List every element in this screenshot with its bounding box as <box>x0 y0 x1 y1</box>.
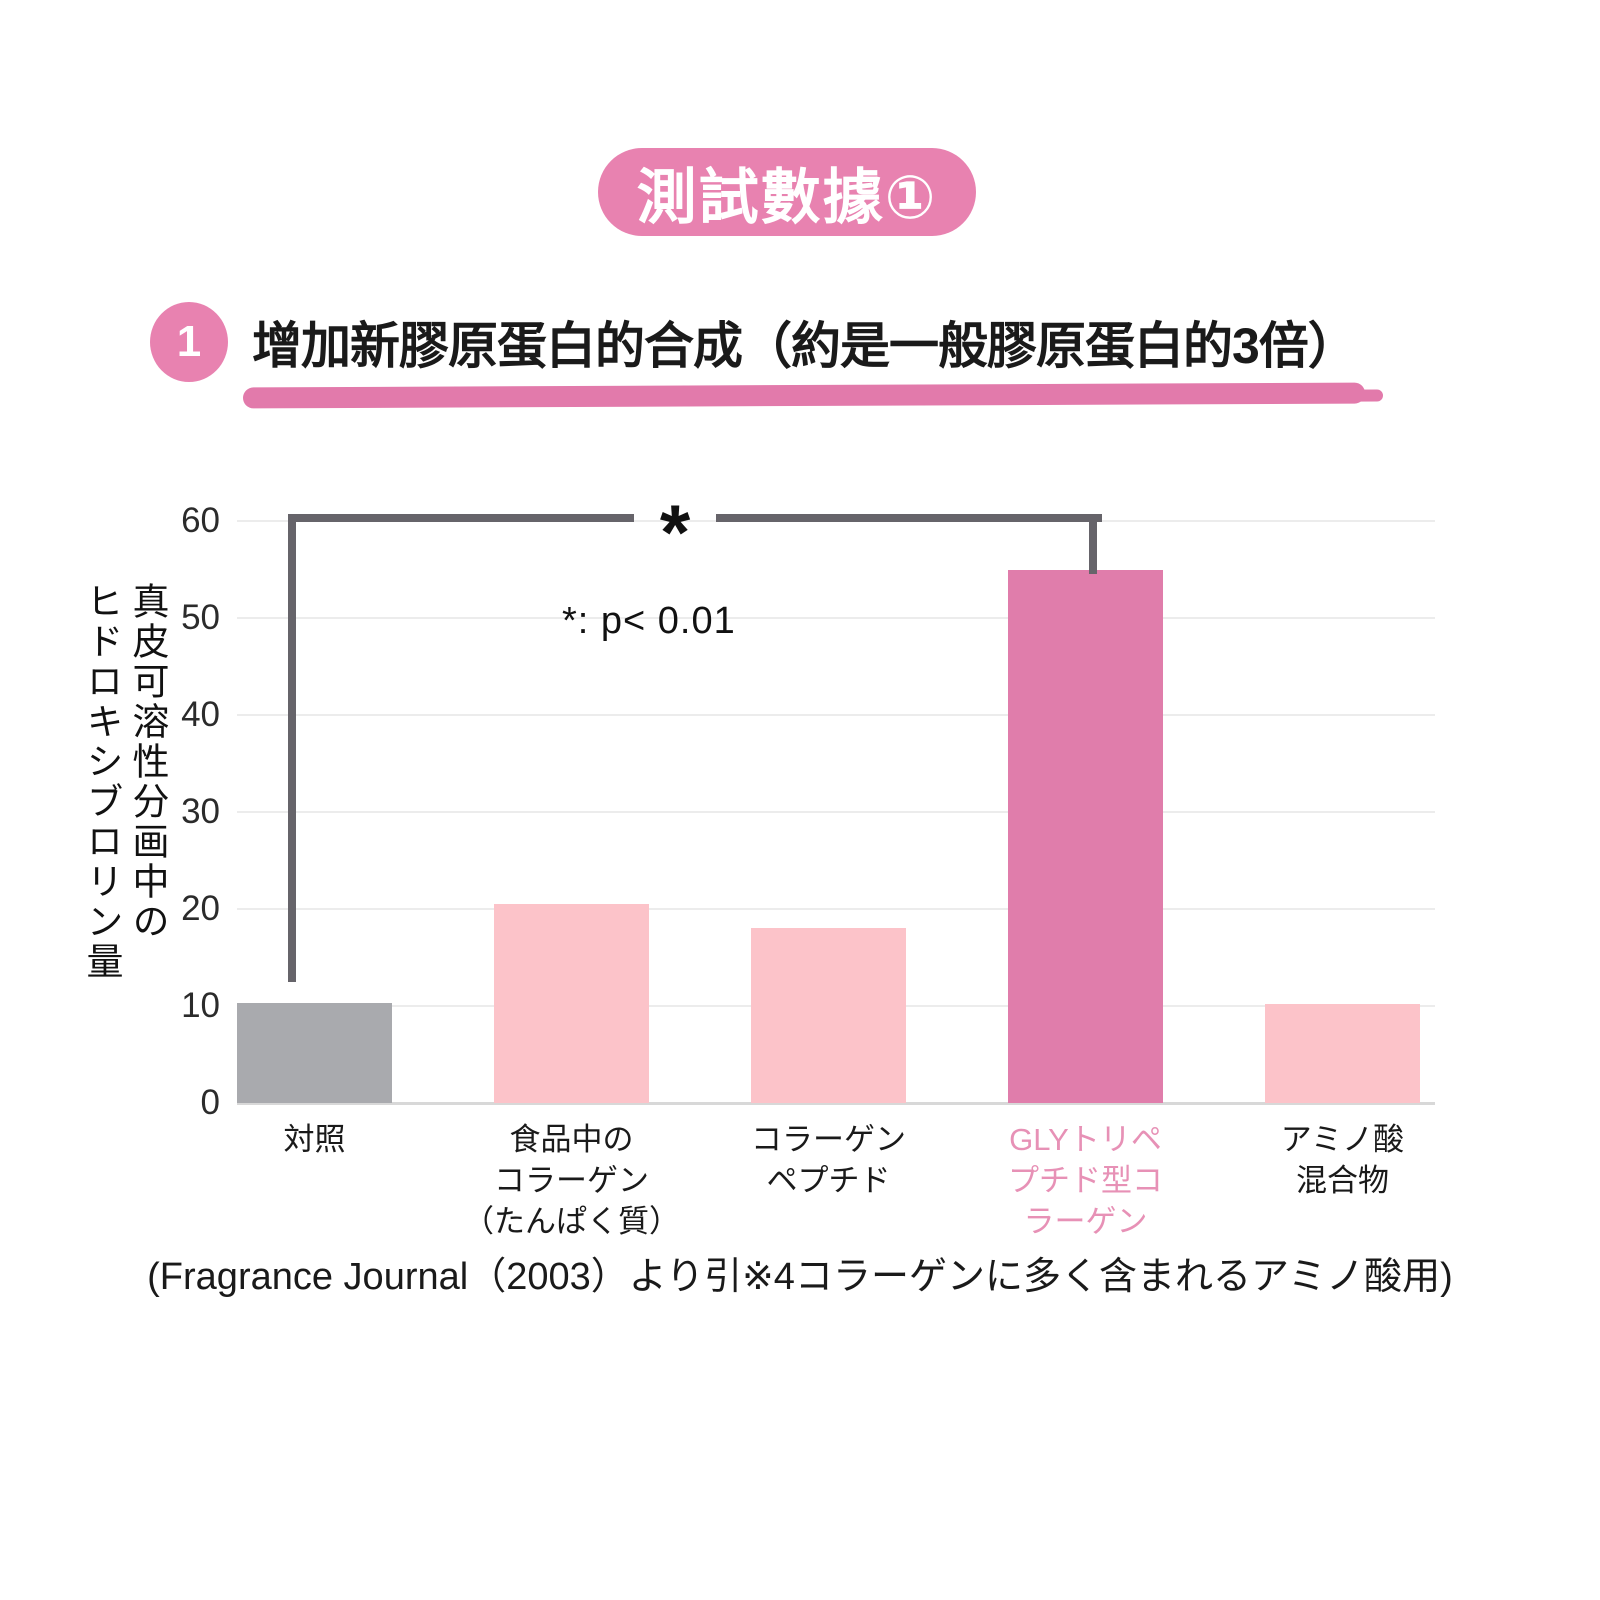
bar-3 <box>1008 569 1163 1103</box>
x-axis-label-line: プチド型コ <box>1008 1163 1163 1198</box>
source-citation: (Fragrance Journal（2003）より引※4コラーゲンに多く含まれ… <box>147 1256 1453 1298</box>
gridline-40 <box>237 714 1435 716</box>
step-number-badge: 1 <box>150 302 228 382</box>
x-axis-label-0: 対照 <box>180 1119 450 1160</box>
bar-2 <box>751 928 906 1103</box>
significance-bracket-top-left <box>288 514 634 522</box>
x-axis-label-line: ペプチド <box>766 1163 891 1198</box>
x-axis-label-line: GLYトリペ <box>1009 1122 1162 1157</box>
significance-bracket-left-leg <box>288 514 296 982</box>
gridline-0 <box>237 1102 1435 1105</box>
y-tick-label-20: 20 <box>181 889 220 928</box>
x-axis-label-line: ラーゲン <box>1023 1204 1148 1239</box>
y-tick-label-60: 60 <box>181 501 220 540</box>
brush-underline <box>242 382 1366 409</box>
gridline-30 <box>237 811 1435 813</box>
y-axis-title-line-2: ヒドロキシブロリン量 <box>81 582 122 982</box>
x-axis-label-line: コラーゲン <box>494 1163 649 1198</box>
x-axis-label-line: 対照 <box>283 1122 346 1157</box>
bar-4 <box>1265 1004 1420 1103</box>
significance-bracket-top-right <box>716 514 1102 522</box>
x-axis-label-1: 食品中のコラーゲン （たんぱく質） <box>437 1119 707 1242</box>
p-value-note: *: p< 0.01 <box>562 600 736 642</box>
step-number: 1 <box>176 317 202 366</box>
x-axis-label-line: 食品中の <box>509 1122 634 1157</box>
gridline-50 <box>237 617 1435 619</box>
x-axis-label-line: （たんぱく質） <box>463 1204 680 1239</box>
y-tick-label-40: 40 <box>181 695 220 734</box>
bar-0 <box>237 1003 392 1103</box>
x-axis-label-3: GLYトリペ プチド型コラーゲン <box>951 1119 1221 1242</box>
x-axis-label-line: アミノ酸 <box>1280 1122 1405 1157</box>
x-axis-label-line: 混合物 <box>1296 1163 1389 1198</box>
gridline-20 <box>237 908 1435 910</box>
x-axis-label-4: アミノ酸 混合物 <box>1208 1119 1478 1201</box>
significance-bracket-right-leg <box>1089 514 1097 574</box>
bar-1 <box>494 904 649 1103</box>
y-tick-label-0: 0 <box>200 1083 220 1122</box>
title-badge-label: 測試數據① <box>636 163 938 231</box>
y-tick-label-50: 50 <box>181 598 220 637</box>
y-axis-title-line-1: 真皮可溶性分画中の <box>127 582 168 942</box>
title-badge: 測試數據① <box>598 148 976 236</box>
x-axis-label-2: コラーゲン ペプチド <box>694 1119 964 1201</box>
x-axis-label-line: コラーゲン <box>751 1122 906 1157</box>
significance-asterisk: * <box>659 488 691 576</box>
y-tick-label-30: 30 <box>181 792 220 831</box>
y-tick-label-10: 10 <box>181 986 220 1025</box>
section-heading: 增加新膠原蛋白的合成（約是一般膠原蛋白的3倍） <box>252 318 1358 374</box>
plot-area <box>237 520 1435 1105</box>
